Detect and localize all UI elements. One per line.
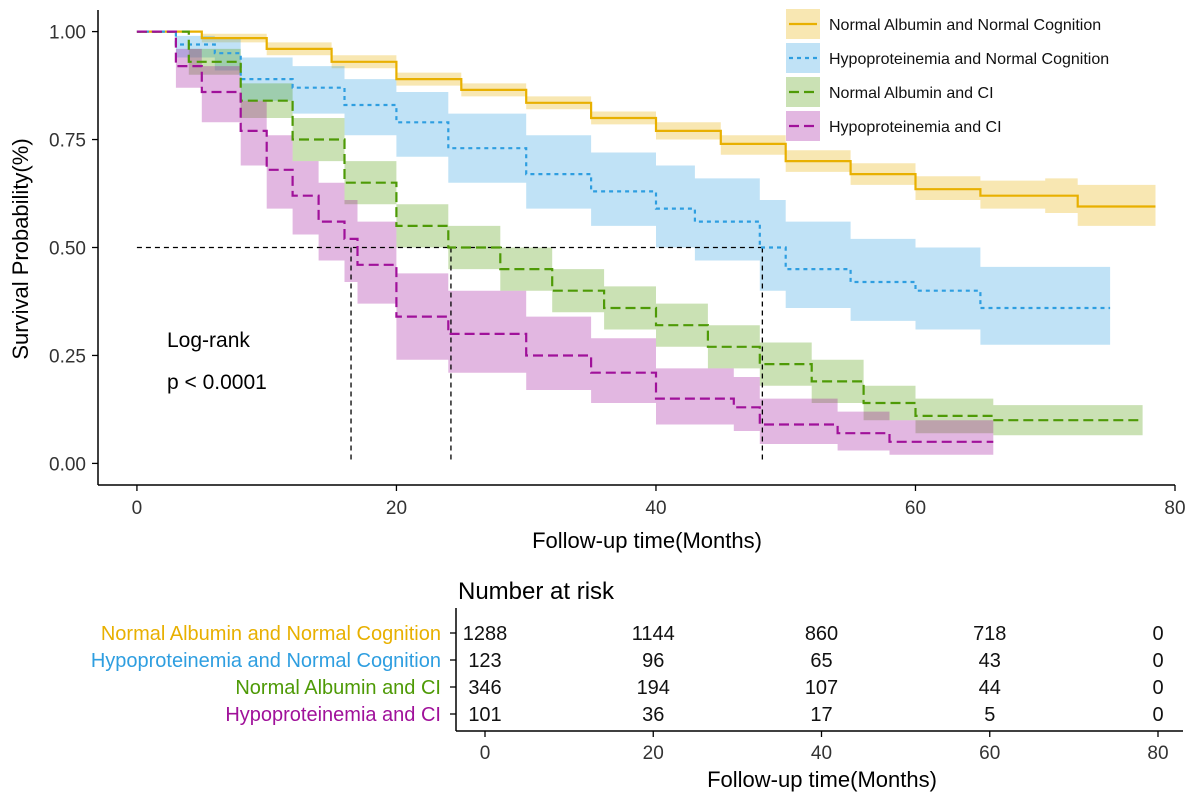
risk-count-cell: 65 (810, 650, 832, 672)
confidence-bands (136, 31, 1156, 455)
risk-x-tick-label: 0 (480, 743, 491, 764)
ci-band-hypoproteinemia-and-normal-cognition (136, 31, 1111, 345)
risk-count-cell: 0 (1152, 704, 1163, 726)
x-tick-label: 80 (1164, 498, 1185, 519)
legend-item: Normal Albumin and CI (786, 77, 994, 107)
legend: Normal Albumin and Normal Cognition Hypop… (786, 9, 1109, 141)
risk-count-cell: 0 (1152, 677, 1163, 699)
y-tick-label: 0.50 (49, 239, 86, 260)
logrank-label: Log-rank (167, 329, 250, 352)
risk-x-tick-label: 60 (979, 743, 1000, 764)
risk-row-label: Hypoproteinemia and Normal Cognition (91, 650, 441, 672)
risk-count-cell: 107 (805, 677, 838, 699)
y-tick-label: 0.75 (49, 131, 86, 152)
x-tick-label: 20 (386, 498, 407, 519)
curve-normal-albumin-and-ci (136, 30, 1143, 422)
risk-count-cell: 36 (642, 704, 664, 726)
risk-count-cell: 1144 (632, 623, 675, 645)
risk-table: Number at risk Normal Albumin and Normal… (91, 578, 1183, 792)
risk-x-tick-label: 40 (811, 743, 832, 764)
ci-band-hypoproteinemia-and-ci (136, 31, 994, 455)
risk-table-axes: 0 20 40 60 80 (455, 608, 1183, 764)
risk-count-cell: 96 (642, 650, 664, 672)
survival-curves (136, 30, 1156, 443)
risk-x-tick-label: 80 (1147, 743, 1168, 764)
curve-normal-albumin-and-normal-cognition (136, 30, 1156, 208)
legend-item: Hypoproteinemia and CI (786, 111, 1002, 141)
risk-count-cell: 346 (468, 677, 501, 699)
risk-count-cell: 0 (1152, 650, 1163, 672)
curve-hypoproteinemia-and-ci (136, 30, 994, 443)
risk-count-cell: 860 (805, 623, 838, 645)
legend-item: Hypoproteinemia and Normal Cognition (786, 43, 1109, 73)
y-axis-ticks: 0.00 0.25 0.50 0.75 1.00 (49, 23, 98, 475)
risk-row-label: Hypoproteinemia and CI (225, 704, 441, 726)
risk-count-cell: 43 (979, 650, 1001, 672)
legend-label: Normal Albumin and Normal Cognition (829, 17, 1101, 34)
risk-count-cell: 101 (468, 704, 501, 726)
risk-row-label: Normal Albumin and Normal Cognition (101, 623, 441, 645)
risk-count-cell: 123 (468, 650, 501, 672)
risk-count-cell: 17 (810, 704, 832, 726)
legend-label: Hypoproteinemia and CI (829, 119, 1002, 136)
risk-row-label: Normal Albumin and CI (235, 677, 441, 699)
risk-count-cell: 1288 (463, 623, 508, 645)
x-tick-label: 40 (645, 498, 666, 519)
x-axis-title: Follow-up time(Months) (532, 528, 762, 553)
ci-band-normal-albumin-and-normal-cognition (136, 31, 1156, 226)
risk-count-cell: 44 (979, 677, 1001, 699)
y-tick-label: 0.00 (49, 454, 86, 475)
legend-item: Normal Albumin and Normal Cognition (786, 9, 1101, 39)
legend-label: Hypoproteinemia and Normal Cognition (829, 51, 1109, 68)
survival-plot: 0.00 0.25 0.50 0.75 1.00 0 20 40 60 80 Follow-up… (8, 9, 1186, 553)
risk-count-cell: 718 (973, 623, 1006, 645)
y-tick-label: 0.25 (49, 346, 86, 367)
risk-count-cell: 194 (637, 677, 670, 699)
risk-counts: 1288 1144 860 718 0 123 96 65 43 0 346 194 107 44 0 101… (463, 623, 1164, 726)
risk-count-cell: 5 (984, 704, 995, 726)
risk-x-tick-label: 20 (643, 743, 664, 764)
y-axis-title: Survival Probability(%) (8, 138, 33, 359)
pvalue-label: p < 0.0001 (167, 371, 267, 394)
risk-table-title: Number at risk (458, 578, 615, 605)
legend-label: Normal Albumin and CI (829, 85, 994, 102)
x-tick-label: 60 (905, 498, 926, 519)
risk-row-labels: Normal Albumin and Normal Cognition Hypop… (91, 623, 456, 726)
x-tick-label: 0 (132, 498, 143, 519)
x-axis-ticks: 0 20 40 60 80 (132, 485, 1186, 519)
ci-band-normal-albumin-and-ci (136, 31, 1143, 436)
risk-x-axis-title: Follow-up time(Months) (707, 767, 937, 792)
risk-count-cell: 0 (1152, 623, 1163, 645)
y-tick-label: 1.00 (49, 23, 86, 44)
